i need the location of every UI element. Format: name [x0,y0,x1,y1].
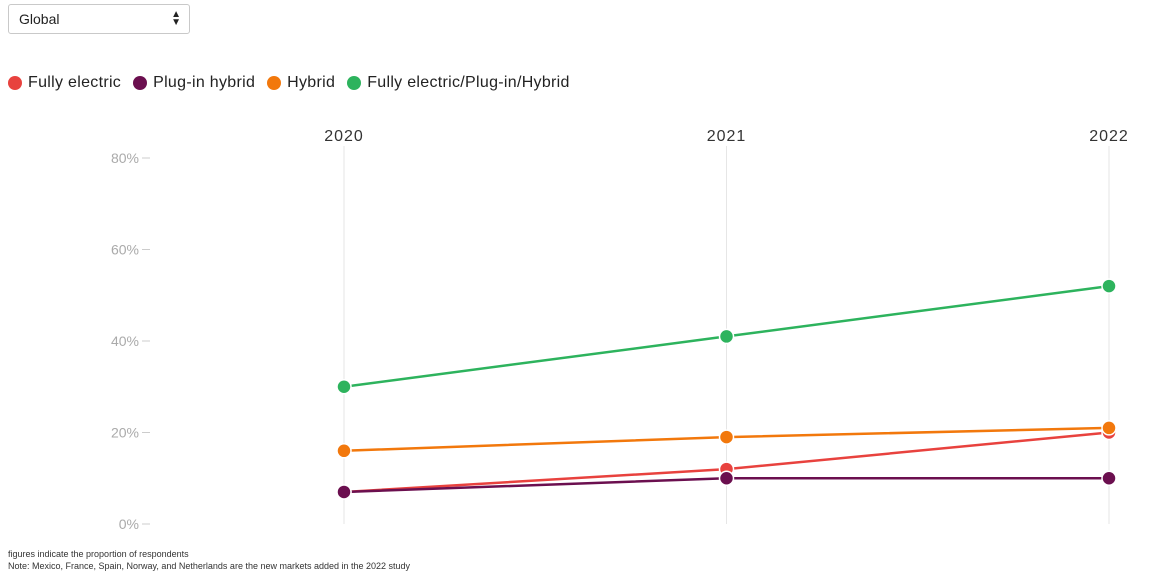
y-tick-label: 60% [111,242,139,258]
legend-dot-icon [8,76,22,90]
legend-item-hybrid[interactable]: Hybrid [267,74,335,92]
chart-notes: figures indicate the proportion of respo… [8,548,410,572]
y-tick-label: 40% [111,333,139,349]
data-point [1101,278,1117,294]
legend-item-combined[interactable]: Fully electric/Plug-in/Hybrid [347,74,570,92]
note-line-1: figures indicate the proportion of respo… [8,549,189,559]
y-tick-label: 0% [119,516,139,532]
y-tick-label: 20% [111,425,139,441]
y-tick-label: 80% [111,150,139,166]
data-point [1101,470,1117,486]
region-select[interactable]: Global ▲ ▼ [8,4,190,34]
select-arrows-icon: ▲ ▼ [171,9,181,28]
legend-item-plug-in-hybrid[interactable]: Plug-in hybrid [133,74,255,92]
legend-dot-icon [133,76,148,90]
legend-item-fully-electric[interactable]: Fully electric [8,74,121,92]
data-point [718,429,735,445]
legend-label: Fully electric [28,74,122,91]
note-line-2: Note: Mexico, France, Spain, Norway, and… [8,561,411,571]
legend-label: Fully electric/Plug-in/Hybrid [367,74,570,91]
line-chart: 2020 2021 2022 0% 20% 40% 60% 80% [111,128,1129,532]
data-point [336,379,352,395]
region-select-value: Global [19,11,60,27]
data-point [336,443,352,459]
data-point [336,484,352,500]
x-tick-label: 2020 [324,128,364,145]
data-point [1101,420,1117,436]
data-point [718,328,735,345]
legend-label: Plug-in hybrid [153,74,256,91]
legend-dot-icon [267,76,282,90]
x-tick-label: 2022 [1089,128,1129,145]
x-tick-label: 2021 [707,128,747,145]
legend-dot-icon [347,76,362,90]
data-point [718,470,735,486]
chart-legend: Fully electric Plug-in hybrid Hybrid Ful… [8,74,570,92]
legend-label: Hybrid [287,74,336,91]
